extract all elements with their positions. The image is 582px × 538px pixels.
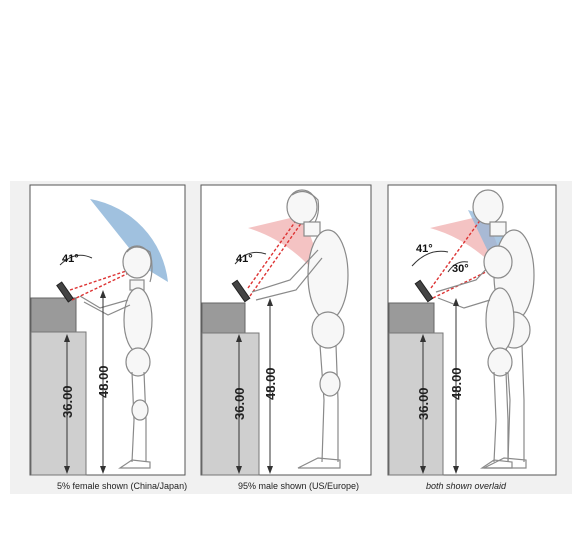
eye-height-label: 48.00 [449, 367, 464, 400]
panel-caption: both shown overlaid [426, 481, 507, 491]
panel-overlay: 41° 30° 36.00 48.00 both shown [383, 181, 572, 494]
counter-top [389, 303, 434, 333]
eye-height-label: 48.00 [96, 365, 111, 398]
angle-label: 41° [62, 253, 79, 265]
counter-cabinet [31, 332, 86, 475]
panel-male: 41° 36.00 48.00 95% male shown (US/Europ… [195, 181, 383, 494]
angle-label: 41° [416, 243, 433, 255]
counter-height-label: 36.00 [60, 385, 75, 418]
panel-female: 41° 36.00 48.00 5% female shown (China/J… [10, 181, 195, 494]
eye-height-label: 48.00 [263, 367, 278, 400]
counter-height-label: 36.00 [232, 387, 247, 420]
angle-label: 41° [236, 253, 253, 265]
counter-cabinet [202, 333, 259, 475]
counter-top [31, 298, 76, 332]
panel-caption: 5% female shown (China/Japan) [57, 481, 187, 491]
panel-caption: 95% male shown (US/Europe) [238, 481, 359, 491]
counter-height-label: 36.00 [416, 387, 431, 420]
counter-top [202, 303, 245, 333]
angle-label-2: 30° [452, 263, 469, 275]
